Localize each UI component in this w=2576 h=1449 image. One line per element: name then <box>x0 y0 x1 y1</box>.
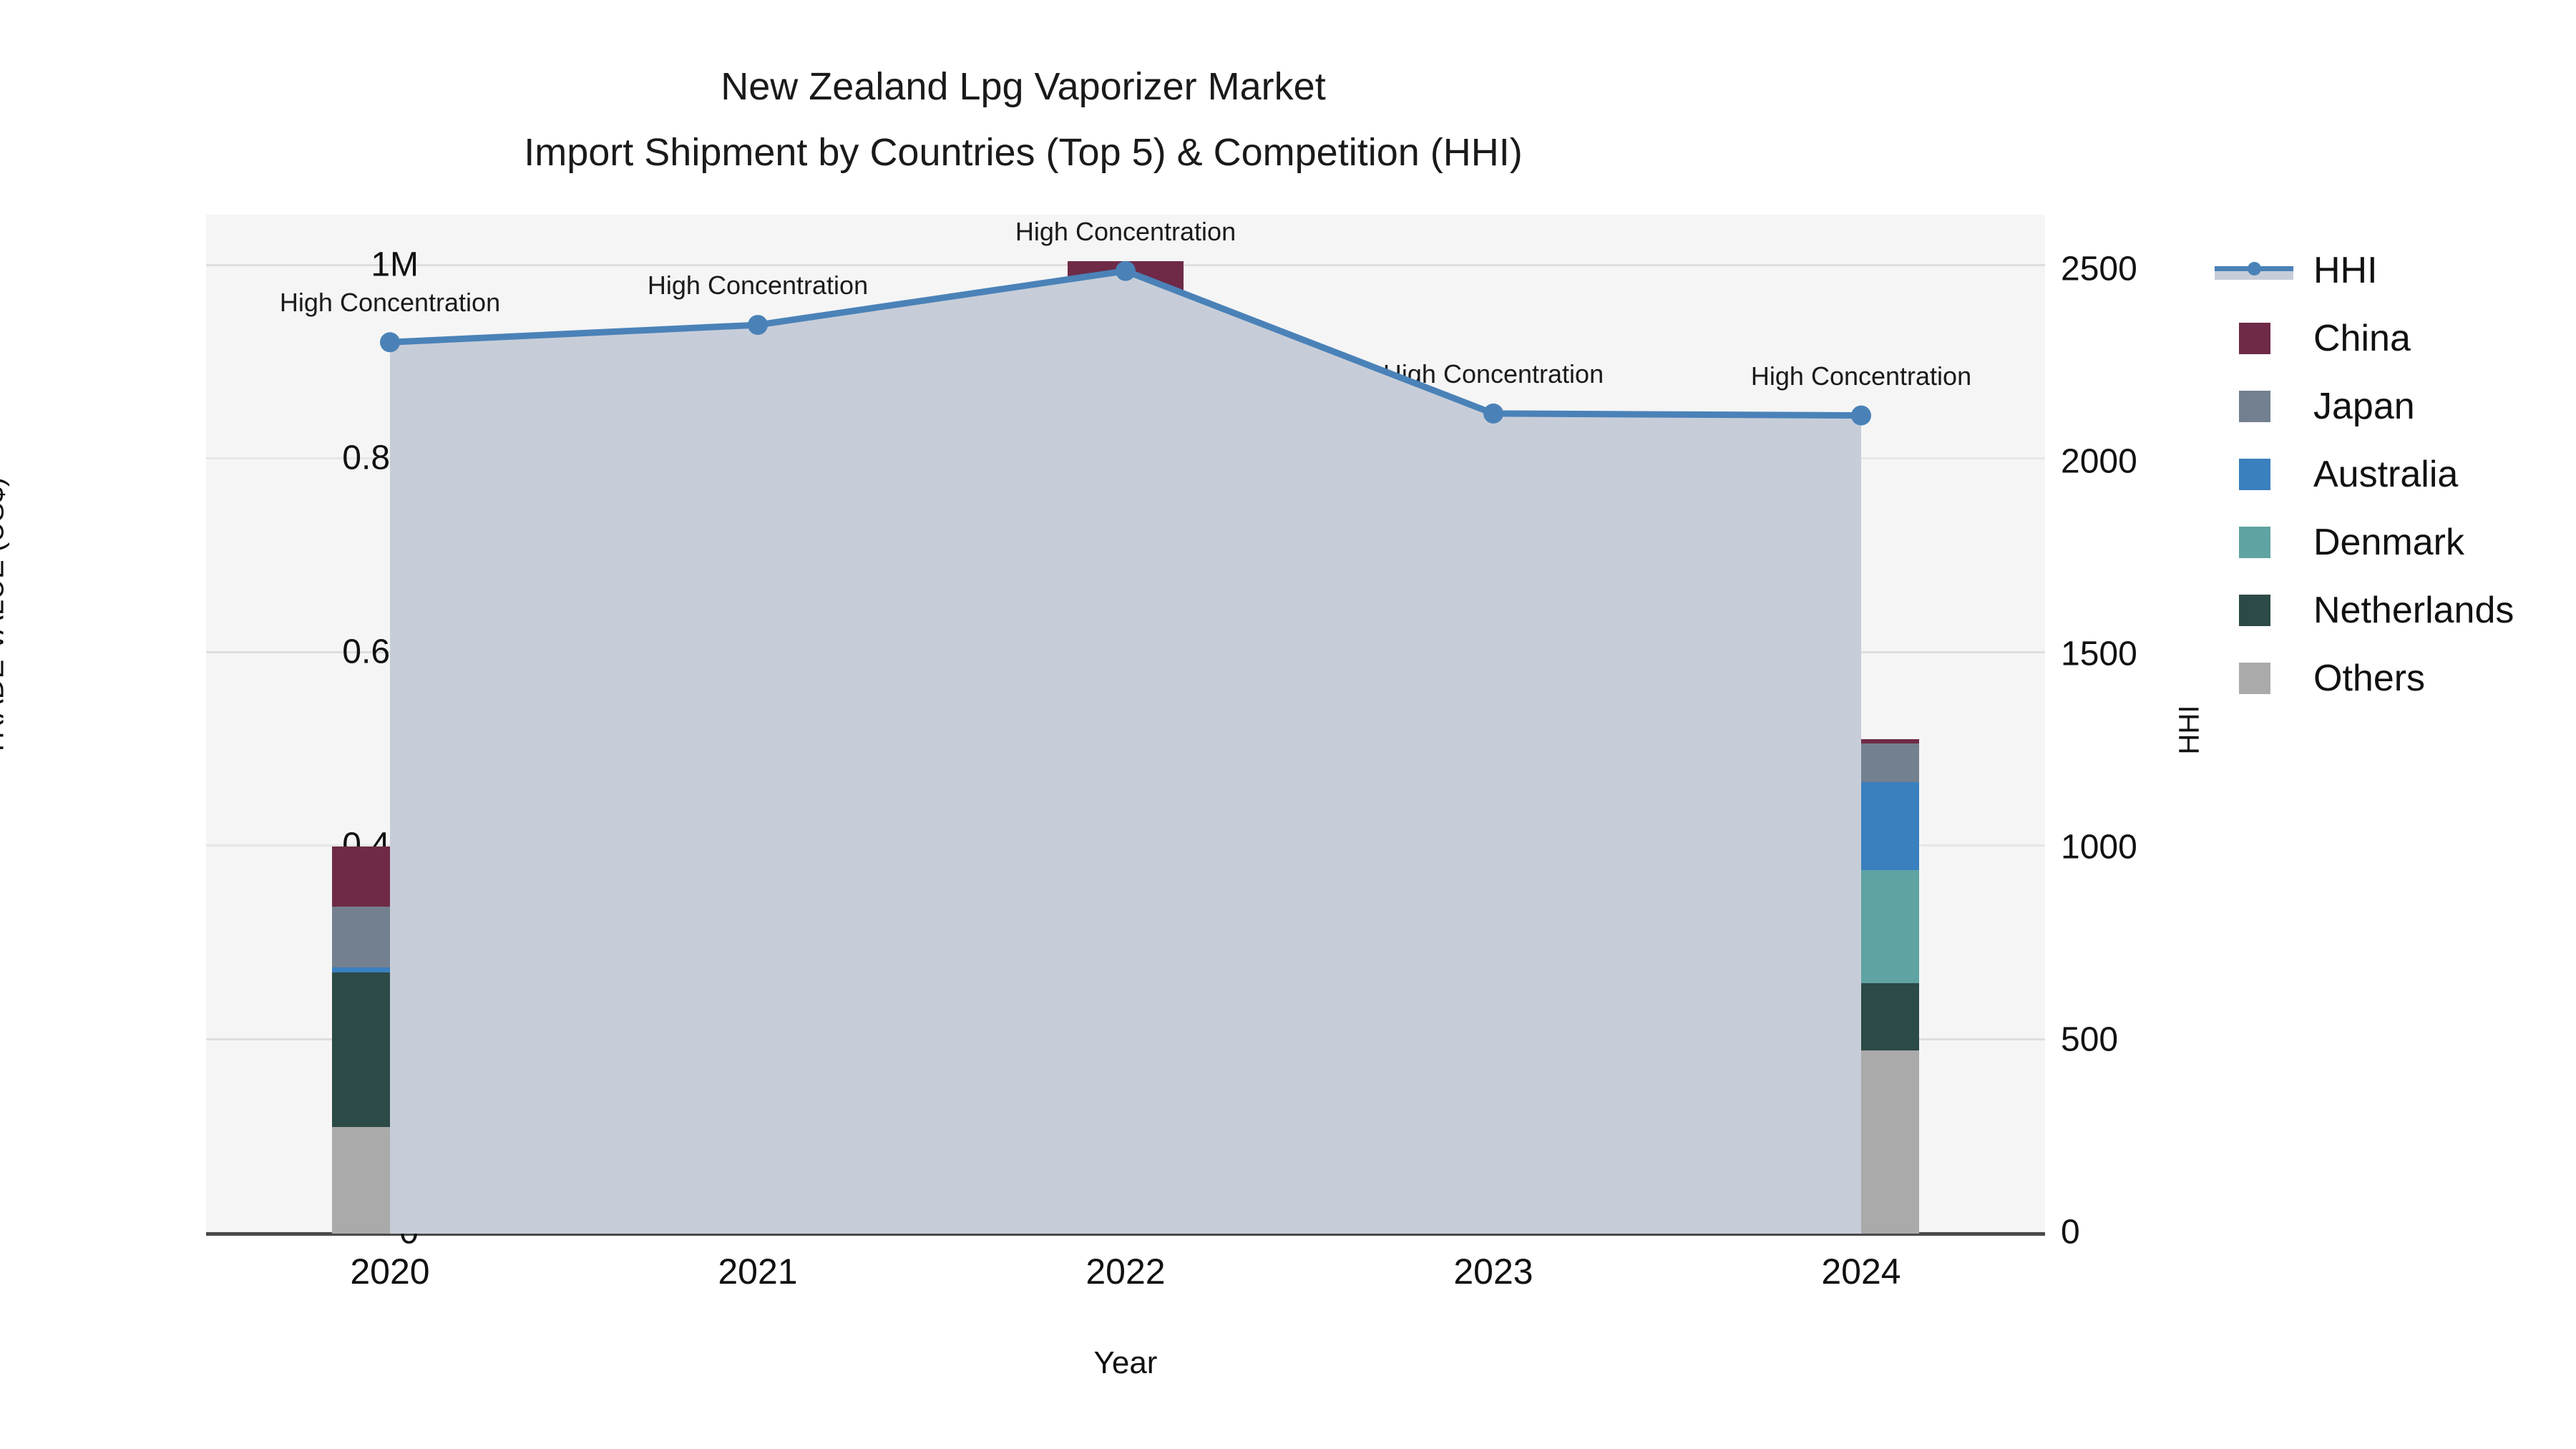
legend-line-marker-icon <box>2215 261 2293 280</box>
annotation-high-concentration-2020: High Concentration <box>279 288 501 318</box>
y-axis-right-tick: 500 <box>2061 1020 2119 1059</box>
x-axis-title: Year <box>1093 1345 1158 1380</box>
legend-item-netherlands[interactable]: Netherlands <box>2215 576 2514 644</box>
hhi-area-fill <box>390 270 1861 1234</box>
legend-label: China <box>2313 317 2411 359</box>
x-axis-tick-2024: 2024 <box>1821 1252 1901 1292</box>
annotation-high-concentration-2022: High Concentration <box>1015 216 1236 246</box>
chart-title-line-2: Import Shipment by Countries (Top 5) & C… <box>524 131 1523 174</box>
hhi-marker-2021[interactable] <box>748 315 768 336</box>
legend-swatch-australia <box>2239 458 2270 490</box>
legend-swatch-japan <box>2239 390 2270 422</box>
x-axis-tick-2023: 2023 <box>1453 1252 1533 1292</box>
y-axis-right-title: HHI <box>2173 705 2205 755</box>
y-axis-right-tick: 1000 <box>2061 828 2137 867</box>
hhi-marker-2022[interactable] <box>1116 260 1136 281</box>
y-axis-right-tick: 2500 <box>2061 250 2137 288</box>
legend-item-japan[interactable]: Japan <box>2215 372 2514 440</box>
hhi-marker-2024[interactable] <box>1851 405 1871 426</box>
legend-item-hhi[interactable]: HHI <box>2215 236 2514 304</box>
legend-label: HHI <box>2313 249 2378 291</box>
y-axis-right-tick: 1500 <box>2061 635 2137 673</box>
chart-title: New Zealand Lpg Vaporizer Market Import … <box>0 54 2046 185</box>
plot-area <box>206 215 2045 1234</box>
legend-swatch-others <box>2239 662 2270 694</box>
x-axis-tick-2020: 2020 <box>350 1252 430 1292</box>
y-axis-left-title: TRADE VALUE (US$) <box>0 477 10 757</box>
legend-swatch-china <box>2239 322 2270 354</box>
x-axis-tick-2022: 2022 <box>1085 1252 1166 1292</box>
hhi-marker-2023[interactable] <box>1483 403 1503 424</box>
legend-item-others[interactable]: Others <box>2215 644 2514 712</box>
legend-label: Japan <box>2313 385 2415 427</box>
legend-swatch-netherlands <box>2239 594 2270 626</box>
legend-label: Others <box>2313 657 2426 699</box>
y-axis-right-tick: 2000 <box>2061 442 2137 481</box>
hhi-marker-2020[interactable] <box>380 332 400 353</box>
y-axis-right-tick: 0 <box>2061 1213 2080 1252</box>
legend-item-denmark[interactable]: Denmark <box>2215 508 2514 576</box>
legend-item-australia[interactable]: Australia <box>2215 440 2514 508</box>
legend-item-china[interactable]: China <box>2215 304 2514 372</box>
x-axis-tick-2021: 2021 <box>718 1252 798 1292</box>
chart-title-line-1: New Zealand Lpg Vaporizer Market <box>721 65 1326 108</box>
annotation-high-concentration-2021: High Concentration <box>647 270 869 301</box>
x-axis-line <box>206 1232 2045 1236</box>
legend-label: Australia <box>2313 453 2459 495</box>
legend-label: Netherlands <box>2313 589 2514 631</box>
y-axis-left-tick: 1M <box>371 245 419 284</box>
legend-swatch-denmark <box>2239 526 2270 558</box>
annotation-high-concentration-2024: High Concentration <box>1750 361 1972 391</box>
hhi-series-layer <box>380 260 1871 1234</box>
legend: HHI China Japan Australia Denmark Netherlands… <box>2215 236 2514 712</box>
legend-label: Denmark <box>2313 521 2464 563</box>
